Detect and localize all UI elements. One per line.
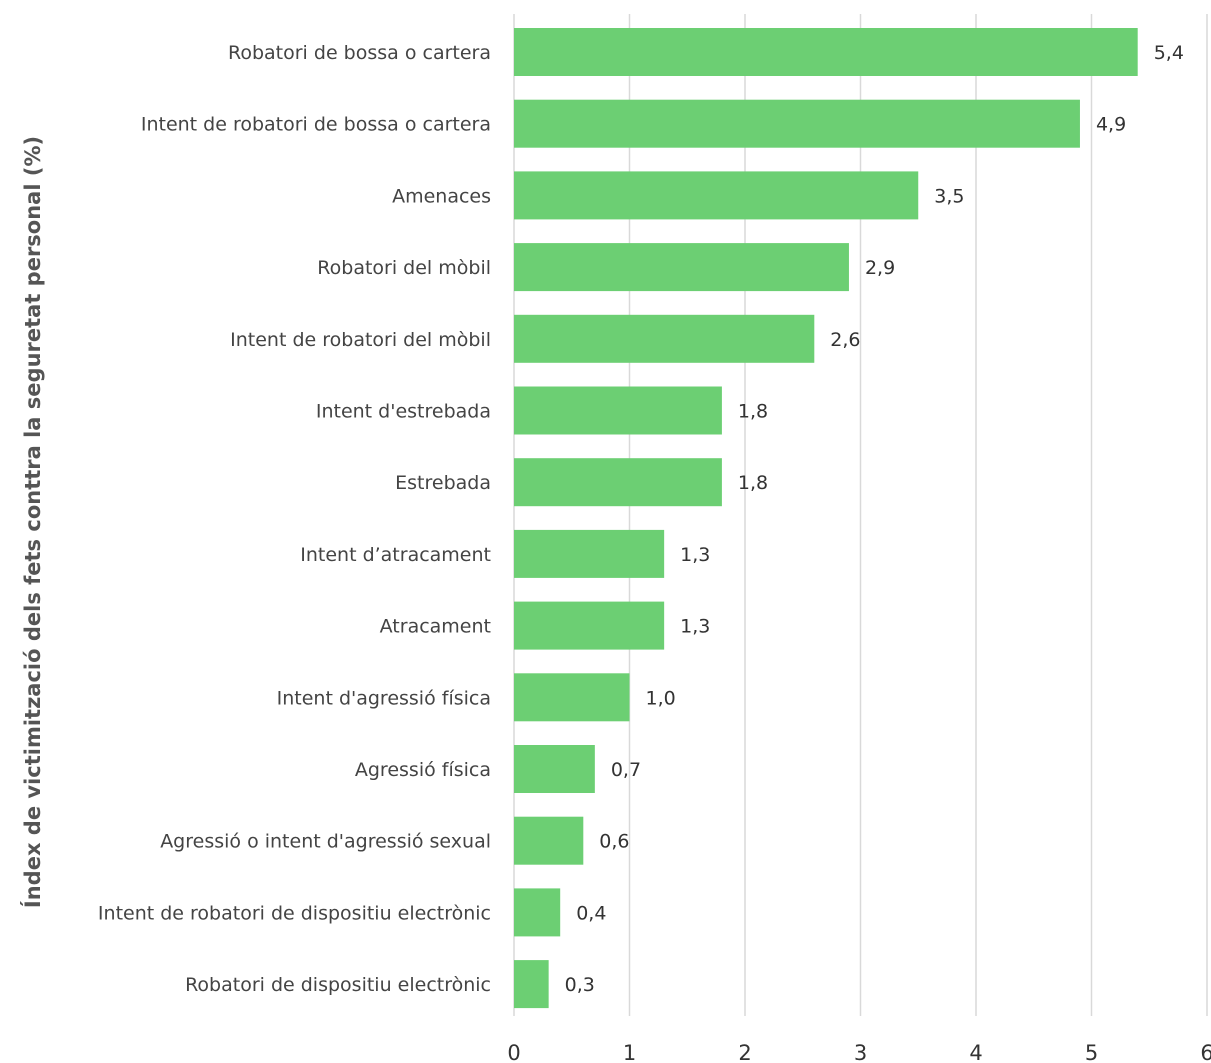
bar (514, 458, 722, 507)
bar (514, 745, 595, 793)
data-label: 5,4 (1154, 42, 1184, 64)
data-label: 2,6 (830, 329, 860, 351)
category-label: Atracament (380, 616, 491, 638)
bars (514, 28, 1138, 1009)
data-label: 0,7 (611, 759, 641, 781)
bar (514, 28, 1138, 76)
x-tick-label: 0 (507, 1041, 520, 1063)
category-label: Estrebada (395, 472, 491, 494)
bar (514, 960, 549, 1009)
y-axis-title: Índex de victimització dels fets conttra… (20, 136, 45, 908)
x-tick-label: 4 (969, 1041, 982, 1063)
x-tick-label: 2 (738, 1041, 751, 1063)
category-labels: Robatori de bossa o cartera Intent de rob… (98, 42, 491, 996)
bar (514, 816, 584, 865)
value-labels: 5,4 4,9 3,5 2,9 2,6 1,8 1,8 1,3 1,3 1,0 0,7 0,6 0,4 0… (565, 42, 1184, 996)
category-label: Robatori de bossa o cartera (228, 42, 491, 64)
x-tick-label: 1 (623, 1041, 636, 1063)
data-label: 1,3 (680, 544, 710, 566)
data-label: 1,8 (738, 401, 768, 423)
category-label: Agressió física (355, 759, 491, 781)
x-tick-label: 3 (854, 1041, 867, 1063)
data-label: 2,9 (865, 257, 895, 279)
bar (514, 673, 630, 722)
category-label: Intent de robatori del mòbil (230, 329, 491, 351)
bar (514, 243, 849, 292)
bar (514, 601, 665, 650)
category-label: Intent d’atracament (300, 544, 491, 566)
data-label: 1,8 (738, 472, 768, 494)
category-label: Agressió o intent d'agressió sexual (160, 831, 491, 853)
data-label: 0,3 (565, 974, 595, 996)
category-label: Intent de robatori de dispositiu electrò… (98, 902, 491, 924)
category-label: Amenaces (392, 185, 491, 207)
bar (514, 314, 815, 363)
category-label: Intent de robatori de bossa o cartera (141, 114, 491, 136)
bar (514, 171, 919, 220)
data-label: 4,9 (1096, 114, 1126, 136)
bar (514, 386, 722, 435)
data-label: 0,6 (599, 831, 629, 853)
bar (514, 888, 561, 937)
data-label: 1,0 (646, 687, 676, 709)
data-label: 3,5 (934, 185, 964, 207)
data-label: 1,3 (680, 616, 710, 638)
category-label: Intent d'agressió física (277, 687, 491, 709)
x-axis-ticks: 0 1 2 3 4 5 6 (507, 1041, 1211, 1063)
data-label: 0,4 (576, 902, 606, 924)
bar (514, 529, 665, 578)
category-label: Robatori del mòbil (317, 257, 491, 279)
x-tick-label: 6 (1200, 1041, 1211, 1063)
bar (514, 99, 1080, 148)
x-tick-label: 5 (1085, 1041, 1098, 1063)
category-label: Intent d'estrebada (316, 401, 491, 423)
gridlines (513, 14, 1208, 1016)
category-label: Robatori de dispositiu electrònic (185, 974, 491, 996)
